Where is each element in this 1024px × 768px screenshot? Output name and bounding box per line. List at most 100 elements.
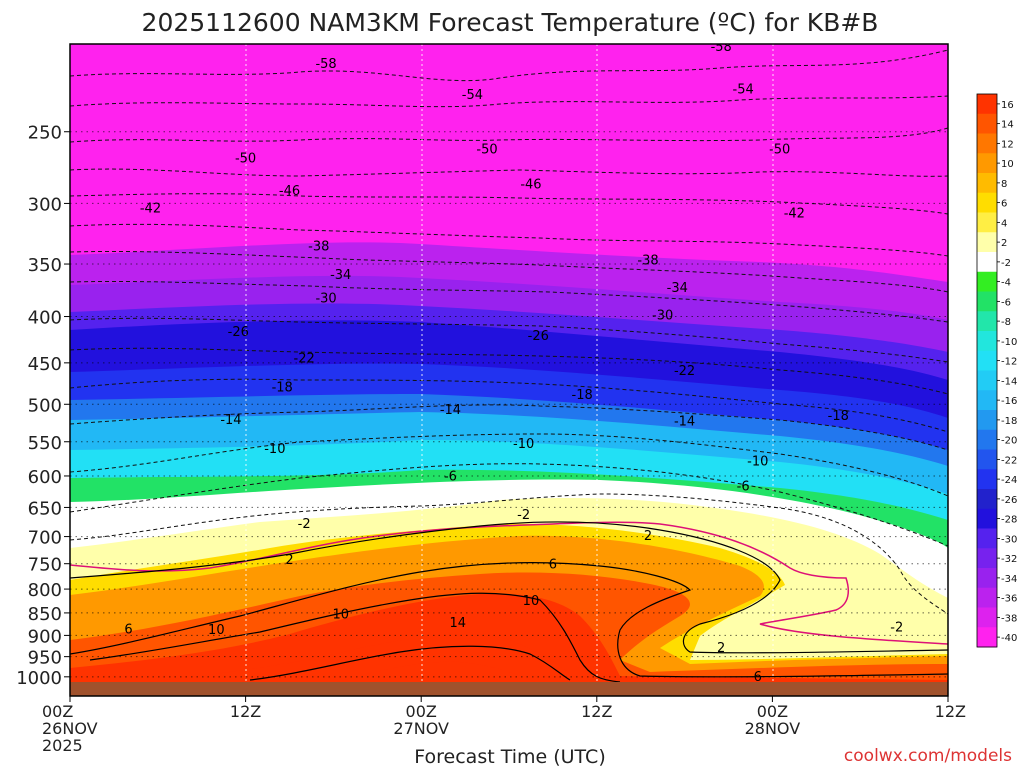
contour-label: -10 (264, 442, 285, 457)
contour-label: -30 (652, 309, 673, 324)
colorbar-label: -36 (1001, 594, 1017, 605)
colorbar-label: -40 (1001, 633, 1017, 644)
contour-label: 2 (644, 529, 652, 544)
colorbar-swatch (977, 331, 997, 352)
y-tick-label: 600 (28, 467, 62, 488)
y-tick-label: 800 (28, 580, 62, 601)
y-tick-label: 650 (28, 498, 62, 519)
isotherm-minus42 (70, 193, 948, 215)
contour-label: -22 (294, 352, 315, 367)
y-tick-label: 750 (28, 555, 62, 576)
contour-label: 10 (523, 594, 540, 609)
contour-label: -58 (711, 40, 732, 55)
colorbar-label: -38 (1001, 613, 1017, 624)
contour-label: -50 (235, 152, 256, 167)
colorbar-label: -10 (1001, 337, 1017, 348)
isotherm-plus2 (70, 521, 948, 654)
colorbar-label: -2 (1001, 258, 1011, 269)
colorbar-label: -22 (1001, 455, 1017, 466)
isotherm-minus38 (70, 223, 948, 257)
y-tick-label: 400 (28, 308, 62, 329)
isotherm-minus54 (70, 95, 948, 108)
colorbar-label: -26 (1001, 495, 1017, 506)
contour-label: -22 (674, 364, 695, 379)
x-tick-label: 00Z (42, 702, 73, 721)
colorbar-swatch (977, 252, 997, 273)
isotherm-lines (70, 49, 948, 615)
contour-label: -14 (220, 413, 241, 428)
freezing-line-path (70, 521, 948, 645)
contour-label: 2 (717, 641, 725, 656)
contour-label: -18 (828, 409, 849, 424)
y-tick-label: 300 (28, 194, 62, 215)
colorbar-swatch (977, 607, 997, 628)
plot-frame (69, 43, 949, 697)
colorbar-swatch (977, 133, 997, 154)
colorbar-swatch (977, 548, 997, 569)
y-tick-label: 850 (28, 604, 62, 625)
colorbar-swatch (977, 232, 997, 253)
colorbar-swatch (977, 449, 997, 470)
colorbar-label: 2 (1001, 238, 1007, 249)
isotherm-plus14 (249, 645, 571, 681)
colorbar-label: 6 (1001, 199, 1007, 210)
contour-label: 6 (754, 670, 762, 685)
temperature-bands (70, 44, 948, 696)
colorbar-label: -16 (1001, 396, 1017, 407)
contour-label: -14 (674, 414, 695, 429)
x-tick-label: 12Z (230, 702, 261, 721)
colorbar-label: -30 (1001, 534, 1017, 545)
contour-label: -42 (140, 201, 161, 216)
chart-title: 2025112600 NAM3KM Forecast Temperature (… (142, 8, 879, 37)
contour-label: -58 (315, 57, 336, 72)
contour-label: -34 (667, 281, 688, 296)
y-tick-label: 550 (28, 433, 62, 454)
colorbar-swatch (977, 568, 997, 589)
isotherm-minus18 (70, 378, 948, 433)
ground-layer (70, 682, 948, 696)
colorbar-label: -20 (1001, 436, 1017, 447)
isotherm-minus2 (70, 493, 948, 615)
colorbar-label: -32 (1001, 554, 1017, 565)
colorbar-swatch (977, 587, 997, 608)
contour-label: 2 (285, 553, 293, 568)
isotherm-minus58 (70, 49, 948, 82)
y-tick-label: 500 (28, 395, 62, 416)
isotherm-minus50 (70, 127, 948, 143)
contour-label: 10 (208, 623, 225, 638)
contour-label: -54 (462, 88, 483, 103)
contour-label: -38 (637, 254, 658, 269)
y-tick-label: 350 (28, 255, 62, 276)
contour-label: 6 (124, 622, 132, 637)
x-tick-label: 28NOV (745, 719, 801, 738)
isotherm-minus34 (70, 250, 948, 293)
time-gridlines (245, 44, 774, 684)
colorbar-swatch (977, 192, 997, 213)
colorbar-label: -14 (1001, 376, 1017, 387)
band-red-orange (330, 661, 540, 684)
isotherm-minus26 (70, 317, 948, 363)
colorbar-label: -12 (1001, 357, 1017, 368)
colorbar-label: -28 (1001, 515, 1017, 526)
contour-label: -50 (476, 143, 497, 158)
y-tick-label: 450 (28, 354, 62, 375)
contour-label: 6 (549, 558, 557, 573)
colorbar-swatch (977, 469, 997, 490)
isotherm-minus30 (70, 280, 948, 323)
colorbar-frame (976, 93, 998, 648)
colorbar-label: -18 (1001, 416, 1017, 427)
contour-label: 10 (332, 607, 349, 622)
contour-label: -6 (737, 480, 750, 495)
y-tick-label: 900 (28, 626, 62, 647)
site-credit[interactable]: coolwx.com/models (844, 746, 1012, 766)
colorbar: 16 14 12 10 8 6 4 2 -2 -4 -6 -8 -10 -12 -14 -16 -18 -20 -2… (976, 93, 1017, 648)
freezing-line (70, 521, 948, 645)
warm-isotherms (70, 521, 948, 683)
isotherm-plus6 (70, 562, 948, 678)
colorbar-swatch (977, 390, 997, 411)
colorbar-swatch (977, 153, 997, 174)
x-tick-label: 12Z (581, 702, 612, 721)
y-tick-label: 700 (28, 528, 62, 549)
